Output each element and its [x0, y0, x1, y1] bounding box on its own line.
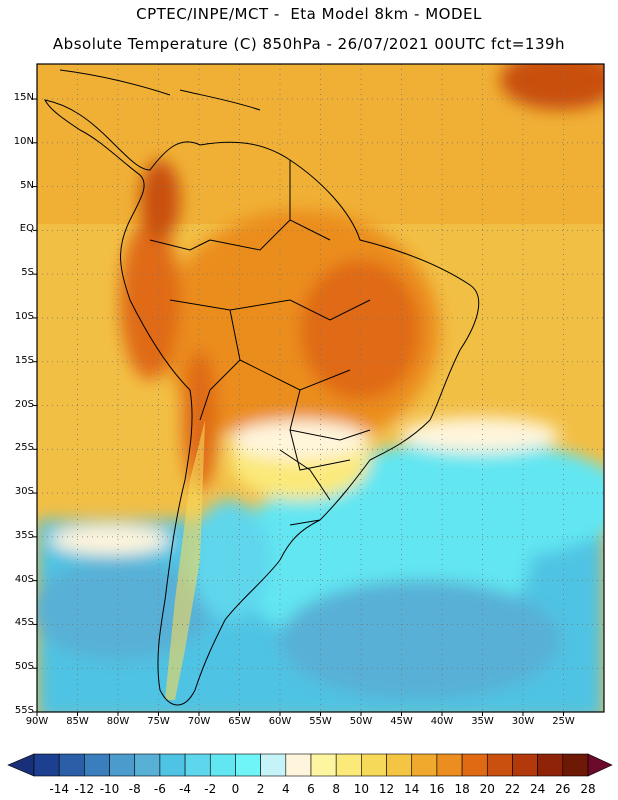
lon-tick-label: 30W [511, 716, 535, 727]
colorbar-swatch [235, 753, 261, 777]
colorbar-swatch [310, 753, 337, 777]
colorbar-tick-label: -8 [128, 782, 141, 796]
colorbar-swatch [512, 753, 538, 777]
chart-title-line1: CPTEC/INPE/MCT - Eta Model 8km - MODEL [136, 5, 482, 23]
colorbar-tick-label: 6 [307, 782, 315, 796]
lon-tick-label: 60W [268, 716, 292, 727]
colorbar-tick-label: -4 [179, 782, 192, 796]
colorbar-swatch [486, 753, 513, 777]
colorbar-tick-label: 16 [429, 782, 445, 796]
lon-tick-label: 85W [66, 716, 89, 727]
lon-tick-label: 40W [430, 716, 454, 727]
lat-tick-label: 20S [14, 398, 34, 410]
lon-tick-label: 80W [106, 716, 130, 727]
colorbar-overflow-arrow [587, 753, 613, 777]
colorbar-tick-label: 12 [378, 782, 395, 796]
lon-tick-label: 45W [390, 716, 413, 727]
lat-tick-label: 35S [14, 529, 34, 541]
lat-tick-label: 10N [13, 135, 34, 147]
colorbar-tick-label: 2 [256, 782, 265, 796]
colorbar-swatch [461, 753, 488, 777]
temperature-field [37, 64, 604, 712]
colorbar-swatch [361, 753, 387, 777]
colorbar-tick-label: -12 [74, 782, 95, 796]
colorbar-swatch [436, 753, 463, 777]
colorbar-tick-label: 28 [580, 782, 596, 796]
lat-tick-label: 10S [14, 310, 34, 322]
lon-tick-label: 50W [349, 716, 373, 727]
colorbar-tick-label: 18 [454, 782, 470, 796]
lon-tick-label: 35W [471, 716, 494, 727]
colorbar-tick-label: 14 [404, 782, 420, 796]
colorbar-tick-label: 22 [504, 782, 521, 796]
lat-tick-label: 5N [20, 179, 34, 191]
colorbar-tick-label: 10 [353, 782, 369, 796]
colorbar-tick-label: -6 [153, 782, 166, 796]
colorbar-swatch [184, 753, 211, 777]
colorbar-swatch [209, 753, 236, 777]
lon-tick-label: 70W [187, 716, 211, 727]
colorbar-swatch [537, 753, 564, 777]
colorbar-tick-label: 0 [231, 782, 240, 796]
lat-tick-label: 25S [14, 442, 34, 454]
colorbar [7, 753, 613, 777]
colorbar-underflow-arrow [7, 753, 35, 777]
colorbar-swatch [285, 753, 312, 777]
axis-ticks [33, 98, 564, 716]
lon-tick-label: 90W [25, 716, 49, 727]
colorbar-swatch [260, 753, 287, 777]
lon-tick-label: 65W [228, 716, 251, 727]
colorbar-tick-label: 26 [555, 782, 571, 796]
lat-tick-label: 45S [14, 617, 34, 629]
colorbar-swatch [411, 753, 438, 777]
colorbar-swatch [335, 753, 362, 777]
colorbar-tick-label: 4 [281, 782, 290, 796]
colorbar-swatch [159, 753, 186, 777]
colorbar-swatch [386, 753, 413, 777]
colorbar-swatch [33, 753, 60, 777]
chart-title-line2: Absolute Temperature (C) 850hPa - 26/07/… [52, 35, 566, 53]
lon-tick-label: 55W [309, 716, 332, 727]
lat-tick-label: EQ [19, 223, 34, 235]
colorbar-tick-label: -14 [49, 782, 69, 796]
coastline [44, 69, 480, 706]
lat-tick-label: 50S [14, 661, 34, 673]
colorbar-tick-label: 24 [529, 782, 546, 796]
lat-tick-label: 30S [14, 486, 34, 498]
colorbar-swatch [562, 753, 589, 777]
lat-tick-label: 15N [13, 92, 34, 104]
colorbar-tick-label: -2 [204, 782, 217, 796]
colorbar-swatch [109, 753, 136, 777]
lat-tick-label: 5S [21, 267, 34, 279]
colorbar-tick-label: 20 [479, 782, 495, 796]
colorbar-swatch [134, 753, 161, 777]
lat-tick-label: 40S [14, 573, 34, 585]
lat-tick-label: 55S [14, 705, 34, 716]
colorbar-tick-label: 8 [332, 782, 340, 796]
colorbar-tick-label: -10 [99, 782, 120, 796]
colorbar-swatch [58, 753, 85, 777]
lon-tick-label: 75W [147, 716, 170, 727]
colorbar-swatch [84, 753, 110, 777]
lon-tick-label: 25W [552, 716, 575, 727]
lat-tick-label: 15S [14, 354, 34, 366]
